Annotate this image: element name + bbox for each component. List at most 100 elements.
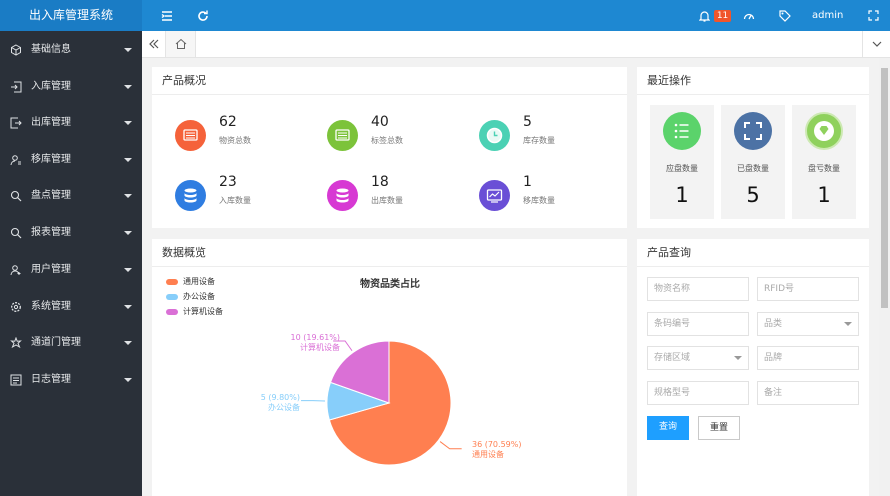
sidebar-item-transfer[interactable]: 移库管理: [0, 142, 142, 178]
user-menu[interactable]: admin: [812, 0, 856, 48]
sidebar-item-logs[interactable]: 日志管理: [0, 362, 142, 398]
sidebar-item-label: 基础信息: [31, 44, 71, 55]
stat-value: 5: [523, 114, 532, 130]
chevron-down-icon: [872, 41, 882, 47]
gate-icon: [10, 337, 22, 349]
sidebar-item-label: 盘点管理: [31, 190, 71, 201]
diamond-icon: [814, 121, 834, 141]
fullscreen-button[interactable]: [864, 0, 882, 31]
bell-icon: [698, 10, 711, 22]
stat-icon-bg: [327, 120, 358, 151]
legend-swatch: [166, 309, 178, 315]
panel-title: 产品概况: [152, 67, 627, 95]
sidebar-item-inbound[interactable]: 入库管理: [0, 69, 142, 105]
op-value: 5: [746, 183, 760, 207]
search-button[interactable]: 查询: [647, 416, 689, 440]
spec-model-input[interactable]: 规格型号: [647, 381, 749, 405]
caret-down-icon: [124, 231, 132, 235]
slice-value: 36 (70.59%): [472, 440, 522, 449]
page-scrollbar[interactable]: [879, 58, 890, 496]
stat-tag-total: 40 标签总数: [327, 114, 477, 154]
sidebar-item-users[interactable]: 用户管理: [0, 252, 142, 288]
sidebar-item-gates[interactable]: 通道门管理: [0, 325, 142, 361]
monitor-icon: [183, 129, 198, 141]
stat-value: 18: [371, 174, 389, 190]
report-search-icon: [10, 227, 22, 239]
op-value: 1: [675, 183, 689, 207]
legend-swatch: [166, 294, 178, 300]
refresh-icon: [198, 10, 208, 21]
rfid-input[interactable]: RFID号: [757, 277, 859, 301]
chart-title: 物资品类占比: [360, 279, 420, 290]
leader-line-computer: [333, 340, 353, 352]
user-name: admin: [812, 10, 844, 21]
home-icon: [175, 38, 187, 49]
op-icon-bg: [663, 112, 701, 150]
tab-bar: [142, 31, 890, 58]
double-chevron-left-icon: [149, 39, 159, 49]
storage-area-select[interactable]: 存储区域: [647, 346, 749, 370]
sidebar-item-label: 移库管理: [31, 154, 71, 165]
remark-input[interactable]: 备注: [757, 381, 859, 405]
sidebar-item-outbound[interactable]: 出库管理: [0, 105, 142, 141]
caret-down-icon: [124, 305, 132, 309]
legend-label: 办公设备: [183, 292, 215, 301]
tag-icon: [779, 9, 791, 22]
user-icon: [10, 265, 21, 276]
slice-label-computer: 10 (19.61%) 计算机设备: [274, 333, 340, 353]
stat-value: 40: [371, 114, 389, 130]
sidebar-item-label: 日志管理: [31, 374, 71, 385]
stat-icon-bg: [175, 120, 206, 151]
caret-down-icon: [124, 48, 132, 52]
stat-value: 62: [219, 114, 237, 130]
outbound-icon: [10, 117, 22, 129]
dropdown-caret-icon: [734, 356, 742, 360]
panel-title: 产品查询: [637, 239, 869, 267]
sidebar-item-label: 出库管理: [31, 117, 71, 128]
op-icon-bg: [734, 112, 772, 150]
sidebar-item-basic-info[interactable]: 基础信息: [0, 32, 142, 68]
sidebar-item-label: 报表管理: [31, 227, 71, 238]
notification-button[interactable]: 11: [698, 0, 735, 31]
sidebar-item-label: 通道门管理: [31, 337, 81, 348]
brand-input[interactable]: 品牌: [757, 346, 859, 370]
stat-stock-count: 5 库存数量: [479, 114, 629, 154]
speedometer-icon: [743, 13, 755, 19]
sidebar-item-system[interactable]: 系统管理: [0, 289, 142, 325]
caret-down-icon: [124, 341, 132, 345]
database-icon: [184, 188, 197, 203]
refresh-button[interactable]: [194, 0, 212, 31]
tag-button[interactable]: [776, 0, 794, 31]
tab-scroll-left-button[interactable]: [142, 31, 166, 57]
caret-down-icon: [124, 121, 132, 125]
category-select[interactable]: 品类: [757, 312, 859, 336]
barcode-input[interactable]: 条码编号: [647, 312, 749, 336]
stat-icon-bg: [327, 180, 358, 211]
menu-collapse-icon: [161, 10, 172, 21]
legend-label: 计算机设备: [183, 307, 223, 316]
stat-value: 23: [219, 174, 237, 190]
stat-label: 库存数量: [523, 136, 555, 145]
dashboard-button[interactable]: [740, 0, 758, 31]
stat-outbound-count: 18 出库数量: [327, 174, 477, 214]
sidebar-item-inventory-check[interactable]: 盘点管理: [0, 178, 142, 214]
stat-transfer-count: 1 移库数量: [479, 174, 629, 214]
slice-name: 通用设备: [472, 450, 504, 459]
reset-button[interactable]: 重置: [698, 416, 740, 440]
scrollbar-thumb[interactable]: [881, 68, 888, 308]
caret-down-icon: [124, 268, 132, 272]
tab-home[interactable]: [166, 31, 196, 57]
select-placeholder: 存储区域: [654, 353, 691, 363]
panel-title: 最近操作: [637, 67, 869, 95]
pie-slice-computer[interactable]: [329, 340, 390, 404]
menu-collapse-button[interactable]: [158, 0, 176, 31]
slice-label-office: 5 (9.80%) 办公设备: [252, 393, 300, 413]
stat-label: 移库数量: [523, 196, 555, 205]
tab-dropdown-button[interactable]: [862, 31, 890, 57]
caret-down-icon: [124, 85, 132, 89]
slice-label-general: 36 (70.59%) 通用设备: [472, 440, 521, 460]
material-name-input[interactable]: 物资名称: [647, 277, 749, 301]
leader-line-general: [439, 441, 462, 450]
op-card-loss: 盘亏数量 1: [792, 105, 856, 219]
sidebar-item-reports[interactable]: 报表管理: [0, 215, 142, 251]
